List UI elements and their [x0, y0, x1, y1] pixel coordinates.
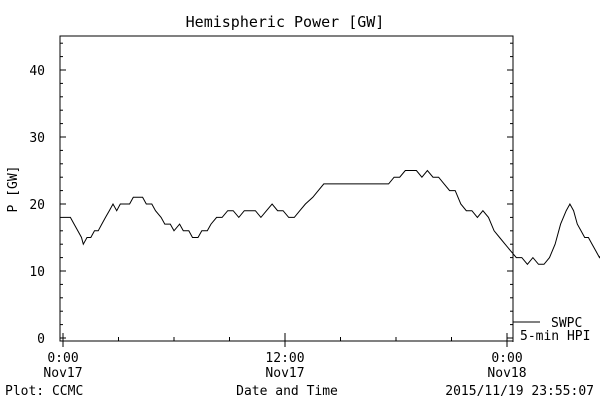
- x-tick-time-label: 12:00: [265, 351, 304, 366]
- y-tick-label: 20: [29, 198, 45, 213]
- legend-label-hpi: 5-min HPI: [520, 329, 590, 344]
- x-tick-date-label: Nov17: [43, 366, 82, 381]
- y-axis-label: P [GW]: [6, 166, 21, 213]
- footer-timestamp: 2015/11/19 23:55:07: [445, 384, 594, 399]
- y-tick-label: 30: [29, 131, 45, 146]
- x-axis-label: Date and Time: [236, 384, 338, 399]
- y-tick-label: 0: [37, 332, 45, 347]
- chart-title: Hemispheric Power [GW]: [186, 13, 385, 31]
- y-axis-ticks: 0 10 20 30 40: [29, 42, 513, 347]
- plot-frame: [59, 35, 514, 342]
- x-axis-ticks: 0:00Nov1712:00Nov170:00Nov1812:00Nov180:…: [43, 333, 527, 381]
- hpi-series-line: [63, 169, 600, 266]
- legend-label-swpc: SWPC: [551, 316, 582, 331]
- x-tick-time-label: 0:00: [47, 351, 78, 366]
- y-tick-label: 10: [29, 265, 45, 280]
- x-tick-time-label: 0:00: [491, 351, 522, 366]
- legend: SWPC 5-min HPI: [512, 316, 590, 344]
- x-tick-date-label: Nov17: [265, 366, 304, 381]
- footer-credit: Plot: CCMC: [5, 384, 83, 399]
- y-tick-label: 40: [29, 64, 45, 79]
- x-tick-date-label: Nov18: [487, 366, 526, 381]
